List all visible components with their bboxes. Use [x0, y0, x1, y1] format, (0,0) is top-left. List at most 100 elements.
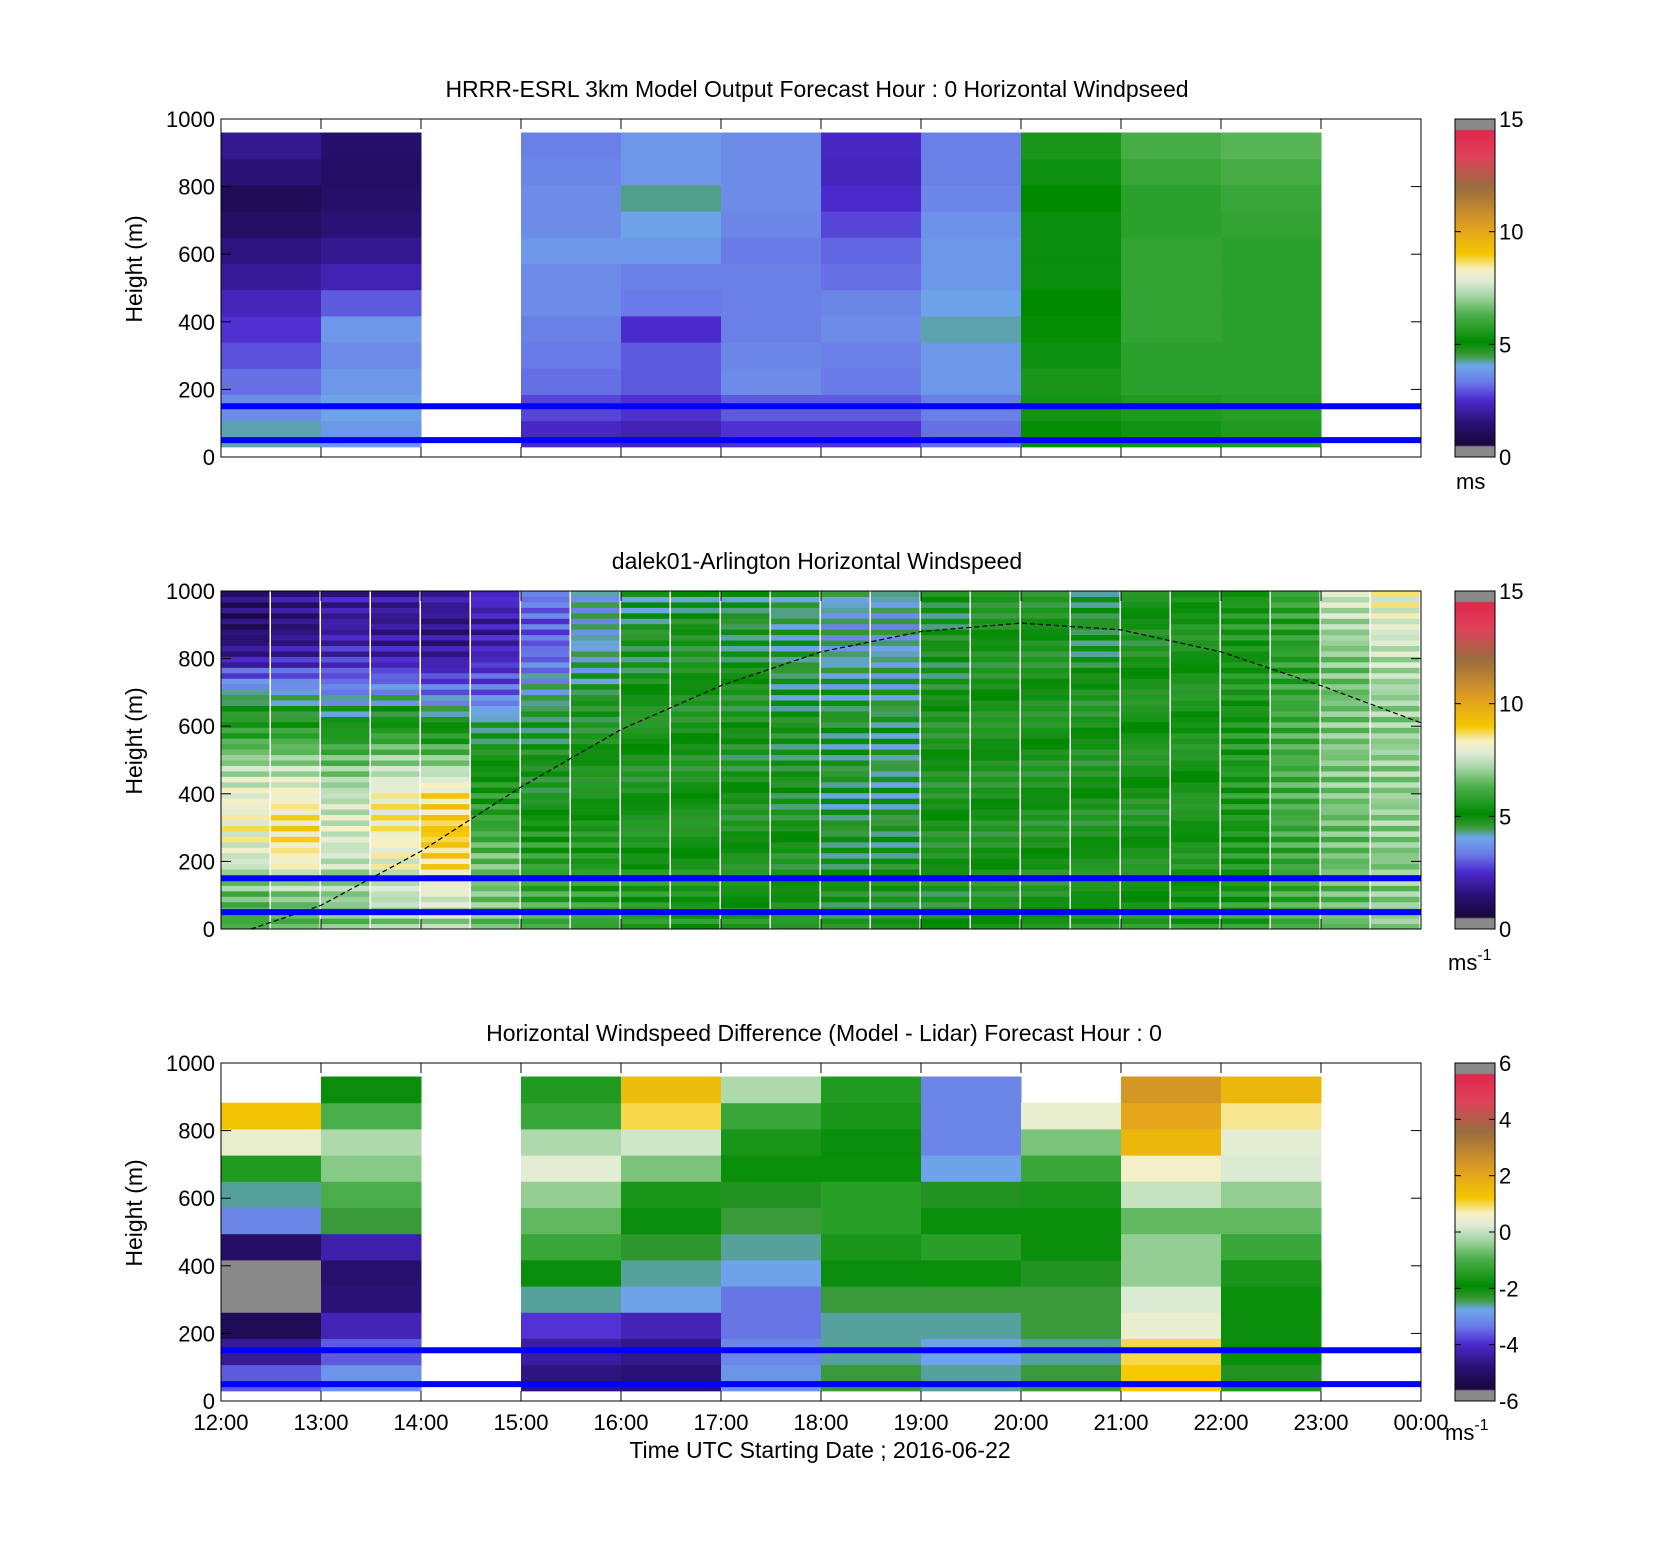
y-tick-label: 200	[178, 849, 215, 874]
heatmap-cell	[471, 618, 520, 625]
heatmap-cell	[671, 721, 720, 728]
heatmap-cell	[371, 863, 420, 870]
heatmap-cell	[1221, 596, 1270, 603]
heatmap-cell	[521, 879, 570, 886]
heatmap-cell	[1321, 721, 1370, 728]
heatmap-cell	[671, 596, 720, 603]
heatmap-cell	[571, 918, 620, 925]
heatmap-cell	[521, 1233, 622, 1261]
heatmap-cell	[321, 1364, 422, 1392]
heatmap-cell	[521, 803, 570, 810]
x-tick-label: 14:00	[393, 1410, 448, 1435]
heatmap-cell	[1121, 858, 1170, 865]
heatmap-cell	[221, 1286, 322, 1313]
heatmap-cell	[371, 792, 420, 799]
heatmap-cell	[521, 770, 570, 777]
heatmap-cell	[1071, 645, 1120, 652]
heatmap-cell	[1121, 694, 1170, 701]
heatmap-cell	[921, 650, 970, 657]
heatmap-cell	[471, 869, 520, 875]
heatmap-cell	[271, 672, 320, 679]
heatmap-cell	[1121, 1076, 1222, 1104]
heatmap-cell	[871, 885, 920, 892]
heatmap-cell	[571, 645, 620, 652]
heatmap-cell	[271, 705, 320, 712]
heatmap-cell	[421, 901, 470, 908]
heatmap-cell	[1121, 689, 1170, 696]
heatmap-cell	[621, 640, 670, 647]
heatmap-cell	[1021, 727, 1070, 734]
heatmap-cell	[1221, 830, 1270, 837]
heatmap-cell	[1221, 710, 1270, 717]
heatmap-cell	[921, 912, 970, 919]
heatmap-cell	[1371, 689, 1420, 696]
heatmap-cell	[1371, 738, 1420, 745]
heatmap-cell	[1371, 667, 1420, 674]
y-tick-label: 1000	[166, 107, 215, 132]
heatmap-cell	[371, 754, 420, 761]
heatmap-cell	[1321, 683, 1370, 690]
heatmap-cell	[221, 912, 270, 919]
heatmap-cell	[1071, 732, 1120, 739]
heatmap-cell	[1121, 781, 1170, 788]
heatmap-cell	[221, 650, 270, 657]
heatmap-cell	[471, 776, 520, 783]
heatmap-cell	[371, 879, 420, 886]
heatmap-cell	[421, 896, 470, 903]
heatmap-cell	[1221, 1286, 1322, 1313]
x-ticks: 12:00 13:00 14:00 15:00 16:00 17:00 18:00 19:00…	[193, 1063, 1449, 1435]
heatmap-cell	[971, 661, 1020, 668]
heatmap-cell	[271, 618, 320, 625]
heatmap-cell	[771, 667, 820, 674]
heatmap-cell	[221, 1102, 322, 1130]
heatmap-cell	[921, 1312, 1022, 1339]
heatmap-cell	[221, 263, 322, 291]
heatmap-cell	[821, 869, 870, 875]
heatmap-cell	[721, 678, 770, 685]
heatmap-cell	[1271, 863, 1320, 870]
x-tick-marks	[220, 119, 1422, 457]
heatmap-cell	[1021, 694, 1070, 701]
heatmap-cell	[971, 727, 1020, 734]
heatmap-cell	[271, 612, 320, 619]
heatmap-cell	[921, 792, 970, 799]
heatmap-cell	[371, 661, 420, 668]
heatmap-cell	[1321, 607, 1370, 614]
heatmap-cell	[471, 792, 520, 799]
heatmap-cell	[521, 705, 570, 712]
heatmap-cell	[1171, 716, 1220, 723]
heatmap-cell	[321, 607, 370, 614]
heatmap-cell	[971, 754, 1020, 761]
heatmap-cell	[321, 263, 422, 291]
heatmap-cell	[771, 678, 820, 685]
heatmap-cell	[521, 132, 622, 160]
heatmap-cell	[621, 743, 670, 750]
heatmap-cell	[471, 836, 520, 843]
heatmap-cell	[871, 792, 920, 799]
heatmap-cell	[321, 852, 370, 859]
heatmap-cell	[271, 819, 320, 826]
heatmap-cell	[521, 634, 570, 641]
heatmap-cell	[221, 923, 270, 930]
heatmap-cell	[771, 760, 820, 766]
heatmap-cell	[771, 825, 820, 832]
heatmap-cell	[321, 612, 370, 619]
heatmap-cell	[1121, 890, 1170, 897]
heatmap-cell	[221, 901, 270, 908]
heatmap-cell	[621, 858, 670, 865]
heatmap-cell	[1371, 787, 1420, 794]
heatmap-cell	[1021, 1102, 1122, 1130]
heatmap-cell	[1021, 368, 1122, 395]
heatmap-cell	[1271, 623, 1320, 630]
heatmap-cell	[871, 640, 920, 647]
heatmap-cell	[671, 710, 720, 717]
heatmap-cell	[521, 841, 570, 848]
heatmap-cell	[671, 738, 720, 745]
heatmap-cell	[221, 289, 322, 317]
heatmap-cell	[821, 710, 870, 717]
heatmap-cell	[271, 869, 320, 875]
heatmap-cell	[1171, 770, 1220, 777]
heatmap-cell	[1271, 896, 1320, 903]
heatmap-cell	[971, 901, 1020, 908]
